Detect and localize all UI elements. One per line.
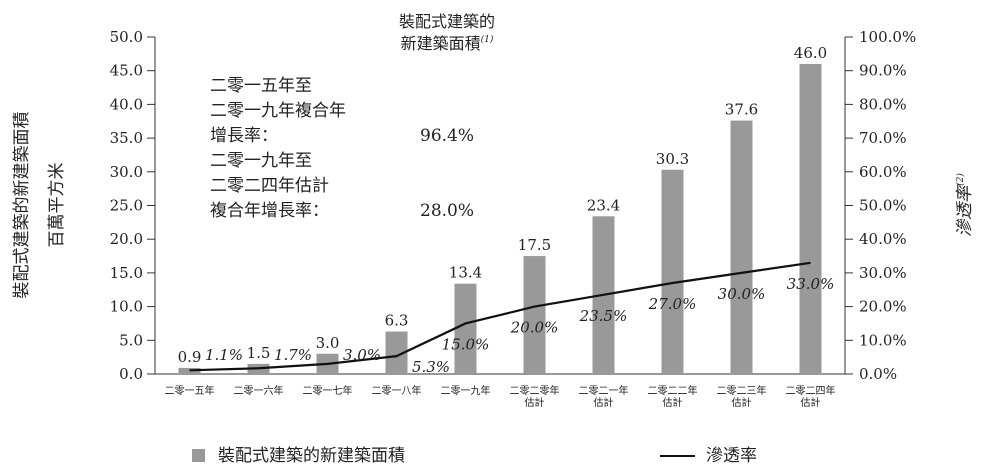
- penetration-rate-line: [189, 261, 811, 372]
- bar-value-label: 37.6: [725, 101, 758, 119]
- line-series: [189, 261, 811, 372]
- x-tick-label: 二零一五年: [165, 384, 215, 397]
- bar-value-label: 1.5: [247, 344, 271, 362]
- x-tick-label: 二零二三年: [717, 384, 767, 397]
- legend-bar-label: 裝配式建築的新建築面積: [218, 446, 405, 465]
- bar-value-label: 46.0: [794, 44, 827, 62]
- line-value-label: 30.0%: [718, 285, 766, 303]
- x-tick-label: 估計: [663, 396, 683, 409]
- left-tick-label: 10.0: [110, 298, 143, 316]
- right-tick-label: 50.0%: [859, 197, 907, 215]
- left-tick-label: 45.0: [110, 62, 143, 80]
- line-value-label: 1.7%: [274, 346, 312, 364]
- left-tick-label: 25.0: [110, 197, 143, 215]
- chart-title: 新建築面積(1): [401, 34, 494, 53]
- legend-bar-swatch: [192, 449, 205, 462]
- x-tick-label: 二零二零年: [510, 384, 560, 397]
- right-tick-label: 20.0%: [859, 298, 907, 316]
- right-tick-label: 100.0%: [859, 28, 916, 46]
- chart-title-superscript: (1): [481, 34, 494, 45]
- bar: [454, 283, 477, 374]
- left-tick-label: 20.0: [110, 230, 143, 248]
- line-value-label: 33.0%: [787, 275, 835, 293]
- line-value-label: 27.0%: [648, 295, 697, 313]
- left-tick-label: 50.0: [110, 28, 143, 46]
- line-value-label: 3.0%: [343, 346, 381, 364]
- right-tick-label: 10.0%: [859, 331, 907, 349]
- bar: [385, 331, 408, 374]
- right-tick-label: 40.0%: [859, 230, 907, 248]
- x-tick-label: 二零二四年: [786, 384, 836, 397]
- bar-value-label: 13.4: [449, 264, 482, 282]
- data-labels: 0.9 1.5 3.0 6.3 13.4 17.5 23.4 30.3 37.6 46.0 1.1%…: [178, 44, 835, 376]
- x-tick-label: 二零一六年: [234, 384, 284, 397]
- x-tick-label: 二零一九年: [441, 384, 491, 397]
- annotation-line: 二零一九年複合年: [210, 101, 346, 121]
- left-tick-label: 5.0: [119, 331, 143, 349]
- right-axis-title: 滲透率(2): [955, 173, 975, 237]
- bar-value-label: 3.0: [316, 334, 340, 352]
- line-value-label: 23.5%: [579, 307, 628, 325]
- bar-value-label: 6.3: [385, 312, 409, 330]
- annotation-line: 二零一九年至: [210, 151, 312, 171]
- annotation-value: 28.0%: [420, 201, 474, 221]
- right-tick-label: 0.0%: [859, 365, 897, 383]
- x-tick-label: 估計: [525, 396, 545, 409]
- chart-title: 裝配式建築的: [399, 12, 495, 31]
- right-tick-label: 70.0%: [859, 129, 907, 147]
- x-tick-label: 估計: [594, 396, 614, 409]
- left-tick-label: 30.0: [110, 163, 143, 181]
- line-value-label: 15.0%: [442, 335, 490, 353]
- bar: [661, 169, 684, 374]
- bar-value-label: 30.3: [656, 150, 689, 168]
- legend: 裝配式建築的新建築面積 滲透率: [192, 446, 757, 465]
- bar: [799, 63, 822, 375]
- annotation-value: 96.4%: [420, 126, 474, 146]
- right-axis-title-superscript: (2): [955, 173, 966, 186]
- right-tick-label: 90.0%: [859, 62, 907, 80]
- chart-text: 裝配式建築的新建築面積(1) 裝配式建築的新建築面積 百萬平方米 滲透率(2) 二零一五…: [12, 12, 975, 299]
- annotation-line: 複合年增長率：: [210, 201, 329, 221]
- line-value-label: 1.1%: [205, 346, 243, 364]
- x-tick-label: 二零一七年: [303, 384, 353, 397]
- left-tick-label: 35.0: [110, 129, 143, 147]
- bar: [523, 256, 546, 374]
- axes: 0.0 5.0 10.0 15.0 20.0 25.0 30.0 35.0 40.0 45.0 50…: [110, 28, 917, 409]
- bar-value-label: 17.5: [518, 236, 551, 254]
- bar-value-label: 23.4: [587, 196, 620, 214]
- x-tick-label: 二零二一年: [579, 384, 629, 397]
- line-value-label: 5.3%: [412, 358, 450, 376]
- bar: [178, 367, 201, 374]
- bar-value-label: 0.9: [178, 348, 202, 366]
- bar: [730, 120, 753, 375]
- right-tick-label: 60.0%: [859, 163, 907, 181]
- line-value-label: 20.0%: [510, 319, 559, 337]
- right-tick-label: 30.0%: [859, 264, 907, 282]
- x-tick-label: 二零二二年: [648, 384, 698, 397]
- x-tick-label: 估計: [801, 396, 821, 409]
- x-tick-label: 二零一八年: [372, 384, 422, 397]
- left-tick-label: 15.0: [110, 264, 143, 282]
- left-tick-label: 0.0: [119, 365, 143, 383]
- left-tick-label: 40.0: [110, 95, 143, 113]
- legend-line-label: 滲透率: [706, 446, 757, 465]
- x-tick-label: 估計: [732, 396, 752, 409]
- annotation-line: 二零一五年至: [210, 76, 312, 96]
- annotation-line: 增長率：: [210, 126, 278, 146]
- left-axis-title: 裝配式建築的新建築面積: [12, 112, 32, 299]
- right-tick-label: 80.0%: [859, 95, 907, 113]
- bar-series: [178, 63, 822, 375]
- annotation-line: 二零二四年估計: [210, 176, 329, 196]
- left-axis-unit: 百萬平方米: [47, 163, 67, 248]
